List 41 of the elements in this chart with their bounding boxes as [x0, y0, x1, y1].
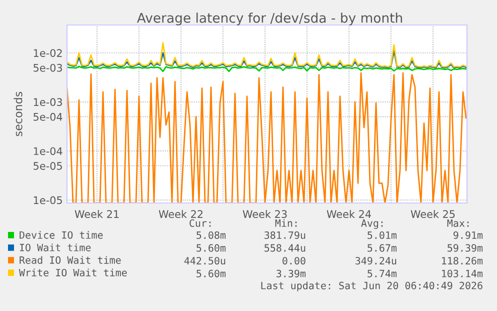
line-series — [67, 42, 467, 68]
text: 5.74m — [368, 270, 397, 278]
text: 5.60m — [196, 270, 226, 278]
text: 442.50u — [184, 256, 226, 265]
text: Cur: — [190, 219, 211, 227]
text: 5.67m — [368, 244, 397, 252]
text: 349.24u — [356, 256, 396, 265]
y-tick-label: 1e-04 — [34, 147, 62, 156]
legend-label: Device IO time — [20, 231, 103, 239]
y-tick-label: 5e-05 — [34, 162, 62, 170]
text: 59.39m — [448, 244, 483, 252]
text: Avg: — [361, 219, 383, 229]
x-tick-label: Week 22 — [158, 210, 203, 218]
legend-label: Read IO Wait time — [20, 256, 121, 264]
y-axis-title: seconds — [14, 92, 22, 136]
y-tick-label: 1e-05 — [34, 196, 62, 204]
x-tick-label: Week 25 — [410, 210, 455, 218]
y-tick-label: 1e-02 — [34, 49, 62, 57]
x-tick-label: Week 24 — [326, 210, 371, 218]
x-tick-label: Week 21 — [74, 210, 119, 218]
text: 118.26m — [442, 256, 483, 265]
text: 0.00 — [282, 256, 306, 265]
legend-label: Write IO Wait time — [19, 268, 127, 276]
text: 558.44u — [264, 244, 306, 252]
text: 381.79u — [264, 231, 306, 239]
text: 3.39m — [276, 270, 306, 278]
legend-label: IO Wait time — [20, 244, 91, 252]
text: 5.01m — [368, 231, 397, 239]
chart-title: Average latency for /dev/sda - by month — [136, 12, 402, 26]
line-series — [67, 50, 467, 68]
text: Last update: Sat Jun 20 06:40:49 2026 — [261, 282, 482, 292]
y-tick-label: 5e-04 — [34, 112, 62, 121]
text: 9.91m — [454, 231, 483, 239]
y-tick-label: 1e-03 — [34, 98, 62, 106]
text: 103.14m — [442, 270, 483, 278]
x-tick-label: Week 23 — [242, 210, 287, 218]
text: Max: — [447, 219, 469, 227]
text: 5.60m — [196, 244, 226, 252]
text: Min: — [275, 219, 297, 227]
text: 5.08m — [196, 231, 226, 239]
y-tick-label: 5e-03 — [34, 64, 62, 72]
